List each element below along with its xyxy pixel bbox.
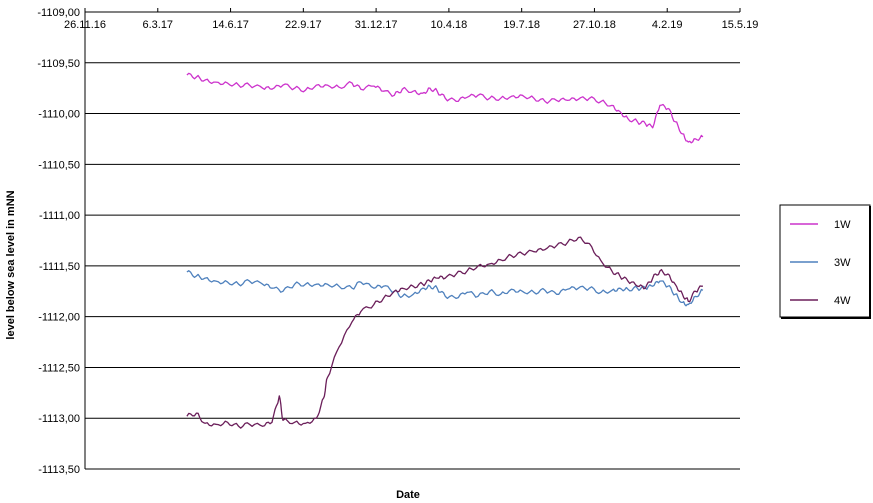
series-line-3w xyxy=(186,270,704,307)
x-tick-label: 6.3.17 xyxy=(142,19,173,31)
y-tick-label: -1112,00 xyxy=(38,312,80,324)
y-axis-tick-labels: -1109,00 -1109,50 -1110,00 -1110,50 -1111,00… xyxy=(37,7,80,476)
x-axis-title: Date xyxy=(396,489,420,501)
x-tick-label: 27.10.18 xyxy=(573,19,616,31)
x-tick-label: 31.12.17 xyxy=(355,19,398,31)
y-tick-label: -1109,00 xyxy=(37,7,80,19)
grid-lines xyxy=(84,11,740,470)
y-tick-label: -1112,50 xyxy=(38,362,80,374)
legend-label-4w: 4W xyxy=(834,295,851,307)
x-axis-tick-labels: 26.11.16 6.3.17 14.6.17 22.9.17 31.12.17 10.4… xyxy=(64,8,758,31)
y-tick-label: -1111,50 xyxy=(39,261,80,273)
y-tick-label: -1113,00 xyxy=(38,413,80,425)
y-tick-label: -1109,50 xyxy=(37,58,80,70)
y-tick-label: -1110,00 xyxy=(38,109,80,121)
legend-label-3w: 3W xyxy=(834,257,851,269)
y-tick-label: -1111,00 xyxy=(39,210,80,222)
series-lines xyxy=(186,72,704,429)
series-line-4w xyxy=(186,236,703,429)
legend-label-1w: 1W xyxy=(834,219,851,231)
y-axis-title: level below sea level in mNN xyxy=(5,190,17,339)
x-tick-label: 10.4.18 xyxy=(431,19,468,31)
x-tick-label: 15.5.19 xyxy=(722,19,759,31)
x-tick-label: 22.9.17 xyxy=(285,19,322,31)
x-tick-label: 4.2.19 xyxy=(652,19,683,31)
y-tick-label: -1110,50 xyxy=(38,159,80,171)
x-tick-label: 14.6.17 xyxy=(212,19,249,31)
legend: 1W 3W 4W xyxy=(779,204,871,319)
x-tick-label: 26.11.16 xyxy=(64,19,106,31)
series-line-1w xyxy=(186,72,704,144)
x-tick-label: 19.7.18 xyxy=(503,19,540,31)
y-tick-label: -1113,50 xyxy=(38,464,80,476)
